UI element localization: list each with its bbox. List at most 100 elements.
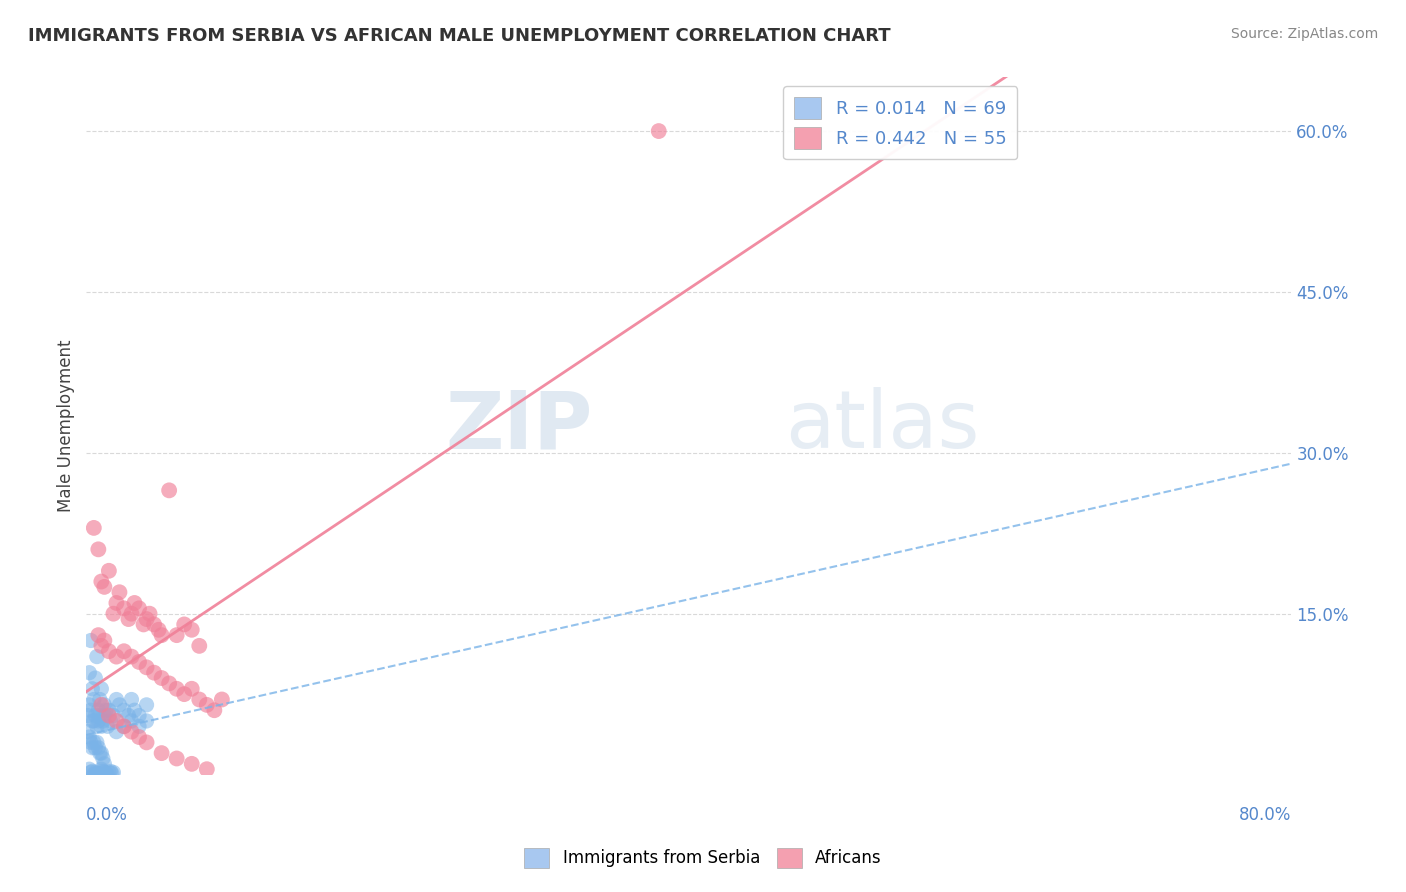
Point <box>93 708 115 723</box>
Point <box>82 740 104 755</box>
Point <box>87 740 110 755</box>
Point <box>121 649 143 664</box>
Point <box>93 765 115 780</box>
Point <box>84 671 107 685</box>
Point <box>108 698 131 712</box>
Point <box>202 703 225 717</box>
Point <box>83 735 105 749</box>
Legend: R = 0.014   N = 69, R = 0.442   N = 55: R = 0.014 N = 69, R = 0.442 N = 55 <box>783 87 1018 160</box>
Text: atlas: atlas <box>786 387 980 465</box>
Point <box>105 724 128 739</box>
Point <box>180 623 202 637</box>
Point <box>89 766 111 780</box>
Point <box>138 607 160 621</box>
Point <box>150 628 173 642</box>
Point <box>117 708 139 723</box>
Point <box>86 735 108 749</box>
Point <box>82 764 104 779</box>
Point <box>79 762 101 776</box>
Point <box>128 719 150 733</box>
Point <box>84 708 107 723</box>
Point <box>87 628 110 642</box>
Point <box>96 719 118 733</box>
Point <box>103 607 125 621</box>
Point <box>96 767 118 781</box>
Point <box>87 542 110 557</box>
Point <box>211 692 233 706</box>
Point <box>79 665 101 680</box>
Point <box>157 483 180 498</box>
Point <box>121 607 143 621</box>
Point <box>166 751 188 765</box>
Point <box>124 703 146 717</box>
Point <box>83 767 105 781</box>
Point <box>97 765 120 780</box>
Point <box>173 687 195 701</box>
Text: Source: ZipAtlas.com: Source: ZipAtlas.com <box>1230 27 1378 41</box>
Point <box>112 703 135 717</box>
Point <box>105 714 128 728</box>
Y-axis label: Male Unemployment: Male Unemployment <box>58 340 75 512</box>
Point <box>91 714 114 728</box>
Point <box>93 756 115 771</box>
Point <box>97 703 120 717</box>
Point <box>97 708 120 723</box>
Point <box>135 714 157 728</box>
Point <box>648 124 671 138</box>
Point <box>90 639 112 653</box>
Point <box>90 746 112 760</box>
Point <box>112 719 135 733</box>
Point <box>90 681 112 696</box>
Point <box>87 703 110 717</box>
Point <box>87 714 110 728</box>
Point <box>87 767 110 781</box>
Point <box>80 633 103 648</box>
Point <box>128 601 150 615</box>
Point <box>82 681 104 696</box>
Point <box>76 708 98 723</box>
Point <box>180 681 202 696</box>
Legend: Immigrants from Serbia, Africans: Immigrants from Serbia, Africans <box>517 841 889 875</box>
Point <box>112 719 135 733</box>
Point <box>105 649 128 664</box>
Point <box>121 692 143 706</box>
Text: IMMIGRANTS FROM SERBIA VS AFRICAN MALE UNEMPLOYMENT CORRELATION CHART: IMMIGRANTS FROM SERBIA VS AFRICAN MALE U… <box>28 27 891 45</box>
Point <box>135 612 157 626</box>
Point <box>84 765 107 780</box>
Point <box>82 714 104 728</box>
Point <box>128 708 150 723</box>
Point <box>148 623 170 637</box>
Point <box>135 735 157 749</box>
Point <box>150 671 173 685</box>
Point <box>89 708 111 723</box>
Point <box>135 660 157 674</box>
Point <box>79 730 101 744</box>
Text: ZIP: ZIP <box>446 387 592 465</box>
Point <box>94 703 117 717</box>
Point <box>89 692 111 706</box>
Point <box>90 574 112 589</box>
Point <box>93 698 115 712</box>
Text: 0.0%: 0.0% <box>86 806 128 824</box>
Point <box>83 521 105 535</box>
Point <box>80 765 103 780</box>
Point <box>83 714 105 728</box>
Point <box>97 564 120 578</box>
Point <box>117 612 139 626</box>
Point <box>166 628 188 642</box>
Point <box>188 692 211 706</box>
Point <box>101 766 124 780</box>
Point <box>180 756 202 771</box>
Text: 80.0%: 80.0% <box>1239 806 1292 824</box>
Point <box>103 765 125 780</box>
Point <box>89 746 111 760</box>
Point <box>94 766 117 780</box>
Point <box>76 724 98 739</box>
Point <box>157 676 180 690</box>
Point <box>97 644 120 658</box>
Point <box>105 692 128 706</box>
Point <box>90 698 112 712</box>
Point <box>84 740 107 755</box>
Point <box>132 617 155 632</box>
Point <box>93 633 115 648</box>
